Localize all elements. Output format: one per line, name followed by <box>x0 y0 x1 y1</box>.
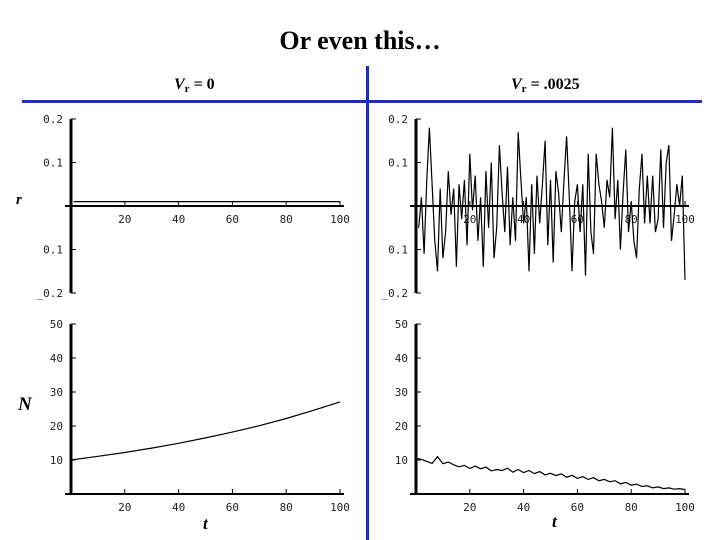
x-tick-label: 60 <box>226 213 239 226</box>
slide-title: Or even this… <box>279 26 441 55</box>
horizontal-divider <box>22 100 702 103</box>
y-tick-label: 50 <box>395 318 408 331</box>
x-tick-label: 100 <box>330 501 350 514</box>
x-axis-label-left: t <box>203 514 208 533</box>
column-header-left-subscript: r <box>184 83 190 95</box>
y-tick-label: 10 <box>395 454 408 467</box>
panel-n-vr-0: 10 20 30 40 50 20 40 60 80 100 <box>50 318 350 514</box>
x-tick-label: 60 <box>226 501 239 514</box>
panel-n-vr-0025: 10 20 30 40 50 20 40 60 80 100 <box>395 318 695 514</box>
y-tick-label: 20 <box>395 420 408 433</box>
x-tick-label: 20 <box>118 501 131 514</box>
y-tick-label: 10 <box>50 454 63 467</box>
y-tick-label: 0.2 <box>388 113 408 126</box>
vertical-divider <box>366 66 369 540</box>
x-axis-label-right: t <box>552 512 557 531</box>
series-line <box>415 455 686 491</box>
y-tick-label: 0.1 <box>43 157 63 170</box>
column-header-right: Vr = .0025 <box>511 76 580 95</box>
x-tick-label: 80 <box>280 501 293 514</box>
x-tick-label: 80 <box>625 213 638 226</box>
column-header-left: Vr = 0 <box>174 76 215 95</box>
x-tick-label: 80 <box>625 501 638 514</box>
y-tick-label: 0.1 <box>388 157 408 170</box>
x-tick-label: 80 <box>280 213 293 226</box>
panel-r-vr-0: 0.2 0.1 0.1 _0.2 20 40 60 80 100 <box>37 113 350 300</box>
y-tick-label: 30 <box>395 386 408 399</box>
column-header-right-subscript: r <box>521 83 527 95</box>
x-tick-label: 100 <box>675 213 695 226</box>
column-header-left-variable: V <box>174 76 185 93</box>
x-tick-label: 40 <box>517 501 530 514</box>
y-tick-label: 50 <box>50 318 63 331</box>
y-tick-label: 20 <box>50 420 63 433</box>
y-tick-label: 0.2 <box>43 113 63 126</box>
column-header-left-value: = 0 <box>189 76 215 93</box>
panel-r-vr-0025: 0.20.10.1_0.220 40 60 80 100 <box>382 113 695 300</box>
row-label-N: N <box>18 394 32 415</box>
series-line <box>70 401 341 461</box>
y-tick-label: 0.1 <box>388 244 408 257</box>
y-tick-label: _0.2 <box>382 287 409 300</box>
x-tick-label: 20 <box>118 213 131 226</box>
x-tick-label: 20 <box>463 213 476 226</box>
x-tick-label: 40 <box>172 501 185 514</box>
y-tick-label: 40 <box>395 352 408 365</box>
x-tick-label: 40 <box>172 213 185 226</box>
series-line <box>418 127 686 280</box>
x-tick-label: 60 <box>571 213 584 226</box>
y-tick-label: _0.2 <box>37 287 64 300</box>
x-tick-label: 100 <box>330 213 350 226</box>
y-tick-label: 30 <box>50 386 63 399</box>
x-tick-label: 20 <box>463 501 476 514</box>
y-tick-label: 0.1 <box>43 244 63 257</box>
x-tick-label: 100 <box>675 501 695 514</box>
column-header-right-value: = .0025 <box>526 76 580 93</box>
x-tick-label: 60 <box>571 501 584 514</box>
column-header-right-variable: V <box>511 76 522 93</box>
y-tick-label: 40 <box>50 352 63 365</box>
row-label-r: r <box>16 192 22 208</box>
